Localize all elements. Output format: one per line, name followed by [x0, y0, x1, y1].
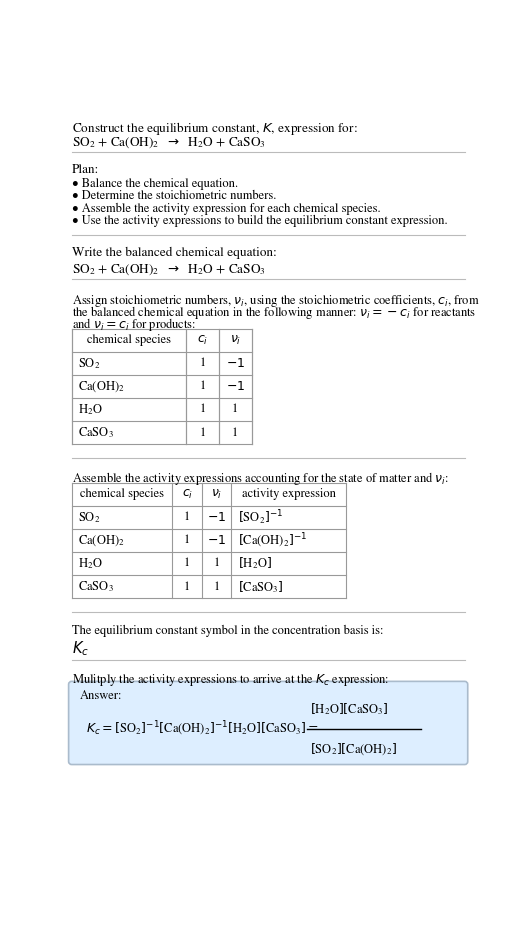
- Text: Write the balanced chemical equation:: Write the balanced chemical equation:: [72, 247, 277, 259]
- Text: • Assemble the activity expression for each chemical species.: • Assemble the activity expression for e…: [72, 202, 380, 214]
- Text: $\mathregular{Ca(OH)_2}$: $\mathregular{Ca(OH)_2}$: [78, 380, 125, 394]
- Text: $\nu_i$: $\nu_i$: [230, 334, 241, 346]
- Text: the balanced chemical equation in the following manner: $\nu_i = -c_i$ for react: the balanced chemical equation in the fo…: [72, 304, 476, 321]
- Text: $c_i$: $c_i$: [197, 334, 209, 346]
- Text: $[\mathregular{H_2O}][\mathregular{CaSO_3}]$: $[\mathregular{H_2O}][\mathregular{CaSO_…: [310, 701, 389, 716]
- Text: chemical species: chemical species: [87, 334, 171, 346]
- Text: activity expression: activity expression: [242, 488, 336, 500]
- Text: $\mathregular{Ca(OH)_2}$: $\mathregular{Ca(OH)_2}$: [78, 533, 125, 548]
- FancyBboxPatch shape: [69, 681, 468, 765]
- Text: $\mathregular{SO_2}$: $\mathregular{SO_2}$: [78, 356, 100, 371]
- Text: $[\mathregular{H_2O}]$: $[\mathregular{H_2O}]$: [237, 556, 271, 571]
- Text: $[\mathregular{SO_2}]^{-1}$: $[\mathregular{SO_2}]^{-1}$: [237, 508, 282, 527]
- Text: Construct the equilibrium constant, $K$, expression for:: Construct the equilibrium constant, $K$,…: [72, 120, 357, 137]
- Text: $K_c$: $K_c$: [72, 640, 89, 659]
- Text: 1: 1: [232, 403, 238, 416]
- Text: $-1$: $-1$: [207, 511, 226, 524]
- Text: 1: 1: [200, 403, 206, 416]
- Text: $\mathregular{SO_2}$: $\mathregular{SO_2}$: [78, 510, 100, 525]
- Text: Answer:: Answer:: [80, 691, 122, 702]
- Text: Plan:: Plan:: [72, 165, 99, 177]
- Text: 1: 1: [200, 381, 206, 392]
- Text: $\mathregular{SO_2}$ + $\mathregular{Ca(OH)_2}$  $\rightarrow$  $\mathregular{H_: $\mathregular{SO_2}$ + $\mathregular{Ca(…: [72, 263, 266, 277]
- Text: chemical species: chemical species: [80, 488, 164, 500]
- Text: $\mathregular{SO_2}$ + $\mathregular{Ca(OH)_2}$  $\rightarrow$  $\mathregular{H_: $\mathregular{SO_2}$ + $\mathregular{Ca(…: [72, 136, 266, 150]
- Text: $\mathregular{CaSO_3}$: $\mathregular{CaSO_3}$: [78, 425, 114, 440]
- Text: 1: 1: [184, 558, 190, 569]
- Text: 1: 1: [232, 427, 238, 438]
- Text: 1: 1: [184, 581, 190, 592]
- Text: • Determine the stoichiometric numbers.: • Determine the stoichiometric numbers.: [72, 190, 276, 202]
- Text: 1: 1: [213, 558, 220, 569]
- Text: 1: 1: [184, 534, 190, 547]
- Text: $\mathregular{CaSO_3}$: $\mathregular{CaSO_3}$: [78, 579, 114, 594]
- Text: 1: 1: [213, 581, 220, 592]
- Text: $\nu_i$: $\nu_i$: [211, 488, 222, 501]
- Text: • Balance the chemical equation.: • Balance the chemical equation.: [72, 177, 238, 190]
- Text: Assemble the activity expressions accounting for the state of matter and $\nu_i$: Assemble the activity expressions accoun…: [72, 471, 449, 488]
- Text: $-1$: $-1$: [226, 357, 245, 370]
- Text: $c_i$: $c_i$: [181, 488, 193, 501]
- Text: $K_c = [\mathregular{SO_2}]^{-1} [\mathregular{Ca(OH)_2}]^{-1} [\mathregular{H_2: $K_c = [\mathregular{SO_2}]^{-1} [\mathr…: [85, 720, 319, 738]
- Text: $[\mathregular{CaSO_3}]$: $[\mathregular{CaSO_3}]$: [237, 579, 283, 595]
- Text: • Use the activity expressions to build the equilibrium constant expression.: • Use the activity expressions to build …: [72, 214, 447, 227]
- Text: $\mathregular{H_2O}$: $\mathregular{H_2O}$: [78, 402, 103, 417]
- Text: 1: 1: [184, 512, 190, 523]
- Text: $-1$: $-1$: [226, 380, 245, 393]
- Text: The equilibrium constant symbol in the concentration basis is:: The equilibrium constant symbol in the c…: [72, 624, 383, 637]
- Text: $[\mathregular{SO_2}][\mathregular{Ca(OH)_2}]$: $[\mathregular{SO_2}][\mathregular{Ca(OH…: [310, 741, 397, 757]
- Text: 1: 1: [200, 358, 206, 369]
- Text: Assign stoichiometric numbers, $\nu_i$, using the stoichiometric coefficients, $: Assign stoichiometric numbers, $\nu_i$, …: [72, 291, 479, 308]
- Text: 1: 1: [200, 427, 206, 438]
- Text: Mulitply the activity expressions to arrive at the $K_c$ expression:: Mulitply the activity expressions to arr…: [72, 672, 389, 688]
- Text: $[\mathregular{Ca(OH)_2}]^{-1}$: $[\mathregular{Ca(OH)_2}]^{-1}$: [237, 531, 307, 549]
- Text: and $\nu_i = c_i$ for products:: and $\nu_i = c_i$ for products:: [72, 316, 196, 333]
- Text: $-1$: $-1$: [207, 534, 226, 547]
- Text: $\mathregular{H_2O}$: $\mathregular{H_2O}$: [78, 556, 103, 571]
